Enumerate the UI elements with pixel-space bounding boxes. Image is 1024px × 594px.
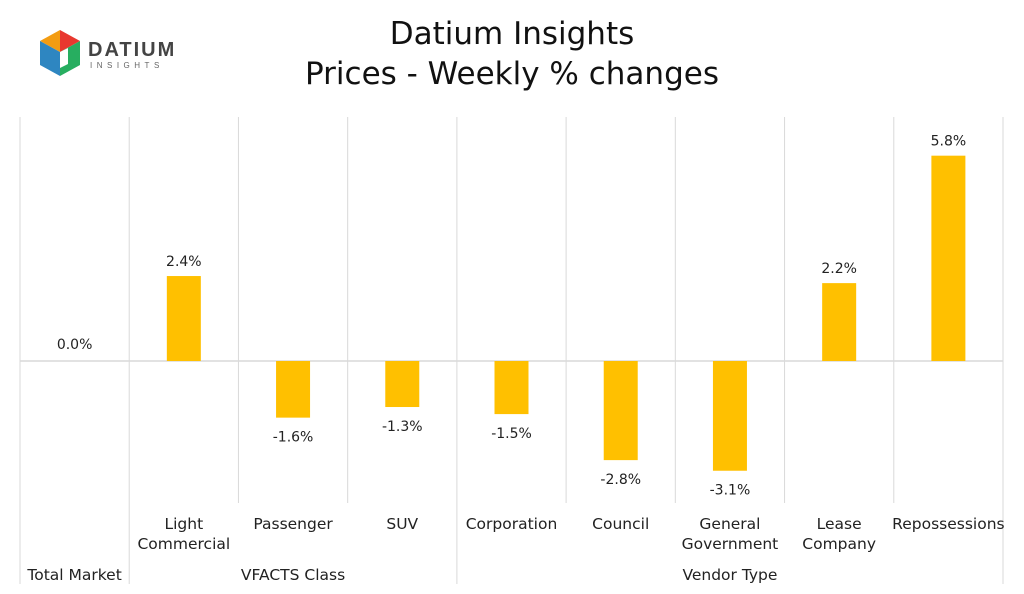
group-label: VFACTS Class [241, 566, 345, 584]
category-label: Lease [817, 515, 862, 533]
data-label: 2.2% [821, 261, 857, 277]
bar [494, 361, 529, 415]
data-label: -1.3% [382, 419, 423, 435]
data-label: -2.8% [600, 472, 641, 488]
logo-cube-icon [40, 30, 80, 76]
bar [931, 155, 966, 361]
category-label: Passenger [253, 515, 333, 533]
chart-title: Datium Insights [389, 16, 635, 52]
category-label: Light [164, 515, 203, 533]
bar [166, 276, 201, 361]
group-label: Vendor Type [682, 566, 777, 584]
logo-tagline: INSIGHTS [90, 61, 164, 70]
category-label: Company [802, 535, 876, 553]
category-label: Repossessions [892, 515, 1004, 533]
category-label: Council [592, 515, 649, 533]
category-label: Commercial [137, 535, 230, 553]
category-label: Corporation [466, 515, 558, 533]
category-label: SUV [386, 515, 418, 533]
bar [603, 361, 638, 461]
bar [712, 361, 747, 471]
data-label: -3.1% [710, 483, 751, 499]
logo-name: DATIUM [88, 39, 176, 61]
group-label: Total Market [26, 566, 121, 584]
datium-logo: DATIUM INSIGHTS [40, 30, 176, 76]
data-label: -1.5% [491, 426, 532, 442]
chart-subtitle: Prices - Weekly % changes [305, 56, 719, 92]
data-label: -1.6% [273, 430, 314, 446]
bar [276, 361, 311, 418]
category-label: General [699, 515, 760, 533]
bar [385, 361, 420, 408]
category-label: Government [682, 535, 779, 553]
data-label: 0.0% [57, 337, 93, 353]
data-label: 5.8% [931, 134, 967, 150]
bar [822, 283, 857, 361]
data-label: 2.4% [166, 254, 202, 270]
